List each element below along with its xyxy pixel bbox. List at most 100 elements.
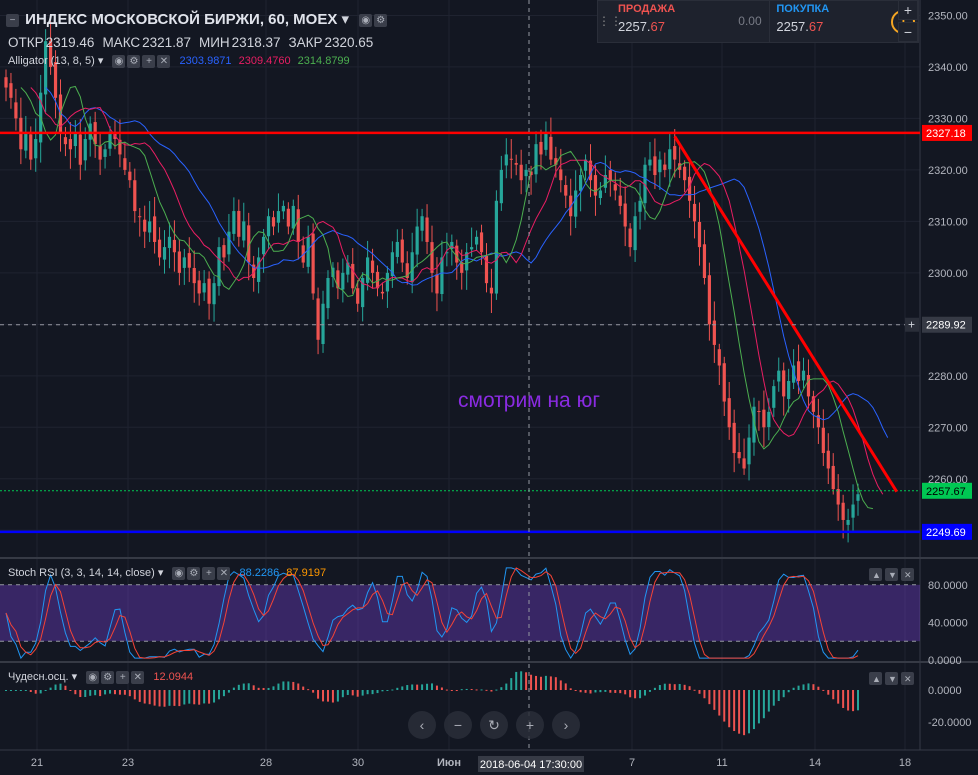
close-icon[interactable]: ✕ [157,54,171,68]
add-icon[interactable]: + [202,566,216,580]
chevron-down-icon[interactable]: ▾ [97,55,104,67]
annotation-text[interactable]: смотрим на юг [458,389,600,412]
ao-bar [535,675,538,690]
alligator-label[interactable]: Alligator (13, 8, 5) [8,55,95,67]
candle-body [653,156,657,176]
zoom-in-icon[interactable]: + [898,0,918,20]
close-icon[interactable]: ✕ [217,566,231,580]
eye-icon[interactable]: ◉ [112,54,126,68]
zoom-in-button[interactable]: + [516,711,544,739]
candle-body [712,320,716,345]
indicator-buttons: ◉ ⚙ + ✕ [112,54,172,68]
ao-bar [178,690,181,707]
candle-body [455,245,459,263]
add-icon[interactable]: + [142,54,156,68]
gear-icon[interactable]: ⚙ [374,14,388,28]
crosshair: 2289.92 + [0,0,972,750]
ao-bar [579,690,582,693]
candle-body [420,216,424,231]
pane-button-bg [885,672,898,685]
chevron-down-icon[interactable]: ▾ [157,567,164,579]
eye-icon[interactable]: ◉ [359,14,373,28]
reset-icon[interactable]: ↻ [480,711,508,739]
pane-button-bg [901,672,914,685]
time-axis[interactable]: 21 23 28 30 Июн 7 11 14 18 2018-06-04 17:30:00 [31,756,911,772]
candle-body [539,141,543,155]
candle-body [673,146,677,160]
ao-label[interactable]: Чудесн.осц. [8,671,69,683]
gear-icon[interactable]: ⚙ [101,670,115,684]
ao-bar [9,690,12,691]
trendline[interactable] [673,135,898,493]
ao-bar [287,681,290,690]
ao-bar [713,690,716,710]
symbol-title[interactable]: ИНДЕКС МОСКОВСКОЙ БИРЖИ, 60, MOEX [25,11,338,28]
time-tick-label: 11 [716,757,727,769]
scroll-left-icon[interactable]: ‹ [408,711,436,739]
zoom-out-button[interactable]: − [444,711,472,739]
ohlc-value: 2319.46 [45,35,95,50]
candle-body [53,62,58,98]
price-tick-label: 2280.00 [928,371,968,383]
candle-body [554,158,558,165]
candle-body [366,257,370,283]
sell-button[interactable]: ПРОДАЖА 2257.67 [612,1,731,42]
candle-body [361,278,365,308]
candle-body [836,489,840,505]
ao-bar [153,690,156,706]
candle-body [851,504,855,518]
scroll-right-icon[interactable]: › [552,711,580,739]
candlestick-series [4,21,860,543]
candle-body [425,217,429,242]
price-tick-label: 2330.00 [928,113,968,125]
ao-bar [267,687,270,690]
ao-bar [490,690,493,692]
indicator-buttons: ◉ ⚙ + ✕ [172,566,232,580]
ao-bar [426,683,429,690]
zoom-out-icon[interactable]: − [898,22,918,42]
candle-body [128,171,132,181]
ao-bar [297,683,300,690]
candle-body [440,257,444,295]
ao-bar [29,690,32,693]
close-icon[interactable]: ✕ [131,670,145,684]
horizontal-levels[interactable] [0,131,920,534]
ao-bar [480,689,483,691]
chevron-down-icon[interactable]: ▾ [71,671,78,683]
alligator-legend[interactable]: Alligator (13, 8, 5) ▾ ◉ ⚙ + ✕ 2303.9871 23… [8,54,350,68]
buy-button[interactable]: ПОКУПКА 2257.67 [769,1,889,42]
candle-body [683,166,687,181]
ao-bar [634,690,637,699]
price-tick-label: 2310.00 [928,216,968,228]
ao-bar [767,690,770,712]
awesome-oscillator-bars [5,671,859,736]
eye-icon[interactable]: ◉ [172,566,186,580]
ao-legend[interactable]: Чудесн.осц. ▾ ◉ ⚙ + ✕ 12.0944 [8,670,193,684]
gear-icon[interactable]: ⚙ [187,566,201,580]
ao-bar [455,690,458,691]
stoch-label[interactable]: Stoch RSI (3, 3, 14, 14, close) [8,567,155,579]
time-tick-label: 21 [31,757,43,769]
add-icon[interactable]: + [116,670,130,684]
alligator-teeth-line [30,87,884,495]
candle-body [212,283,216,305]
symbol-legend[interactable]: − ИНДЕКС МОСКОВСКОЙ БИРЖИ, 60, MOEX ▾ ◉ ⚙ [6,10,389,29]
alligator-teeth-value: 2309.4760 [238,55,291,67]
drag-handle-icon[interactable]: ⋮⋮ [598,14,622,28]
chevron-down-icon[interactable]: ▾ [341,11,350,28]
candle-body [242,221,246,241]
stoch-legend[interactable]: Stoch RSI (3, 3, 14, 14, close) ▾ ◉ ⚙ + ✕ 8… [8,566,326,580]
ao-bar [847,690,850,711]
ao-bar [614,690,617,693]
gear-icon[interactable]: ⚙ [127,54,141,68]
eye-icon[interactable]: ◉ [86,670,100,684]
collapse-icon[interactable]: − [6,13,19,27]
ao-bar [822,689,825,691]
ao-bar [421,684,424,690]
candle-body [692,203,697,222]
stoch-d-value: 87.9197 [286,567,327,579]
alligator-lines [20,85,889,510]
candle-body [24,133,28,151]
